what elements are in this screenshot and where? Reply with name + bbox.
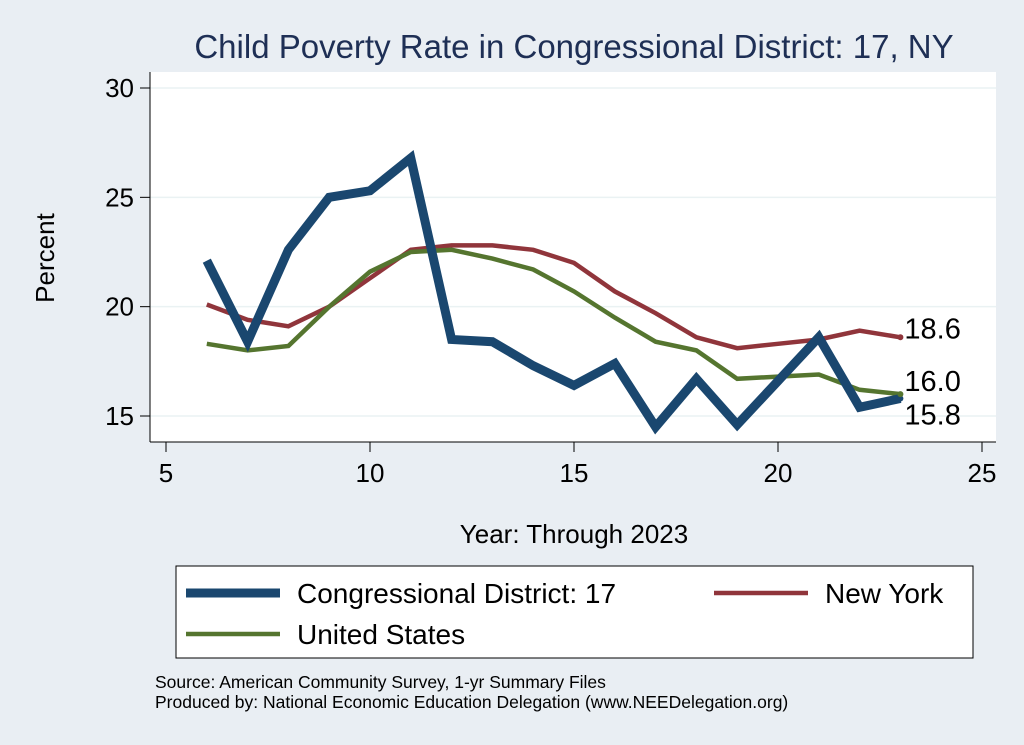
- series-end-marker: [897, 391, 904, 398]
- y-tick-label: 25: [105, 182, 134, 212]
- gridlines: [150, 87, 996, 417]
- series-end-label: 16.0: [904, 366, 960, 398]
- series-end-label: 18.6: [904, 313, 960, 345]
- y-tick-label: 30: [105, 73, 134, 103]
- source-note: Source: American Community Survey, 1-yr …: [155, 672, 606, 692]
- chart-title: Child Poverty Rate in Congressional Dist…: [194, 28, 953, 65]
- x-tick-label: 10: [356, 458, 385, 488]
- series-line-0: [202, 149, 902, 435]
- x-tick-label: 20: [764, 458, 793, 488]
- series-lines: [202, 149, 902, 435]
- y-axis-ticks: 15 20 25 30: [105, 73, 150, 431]
- x-tick-label: 15: [560, 458, 589, 488]
- legend-label: United States: [297, 619, 465, 650]
- series-end-marker: [897, 334, 904, 341]
- x-tick-label: 5: [159, 458, 173, 488]
- x-axis-ticks: 5 10 15 20 25: [159, 442, 997, 488]
- legend: Congressional District: 17 New York United…: [186, 578, 944, 650]
- y-axis-title: Percent: [30, 212, 60, 302]
- legend-label: Congressional District: 17: [297, 578, 616, 609]
- legend-box: [175, 565, 974, 659]
- legend-label: New York: [825, 578, 944, 609]
- series-end-label: 15.8: [904, 400, 960, 432]
- end-labels: 15.8 18.6 16.0: [897, 313, 961, 432]
- series-end-marker: [897, 395, 904, 402]
- y-tick-label: 20: [105, 292, 134, 322]
- producer-note: Produced by: National Economic Education…: [155, 692, 788, 712]
- x-axis-title: Year: Through 2023: [460, 519, 688, 549]
- y-tick-label: 15: [105, 401, 134, 431]
- x-tick-label: 25: [968, 458, 997, 488]
- series-line-1: [206, 243, 901, 351]
